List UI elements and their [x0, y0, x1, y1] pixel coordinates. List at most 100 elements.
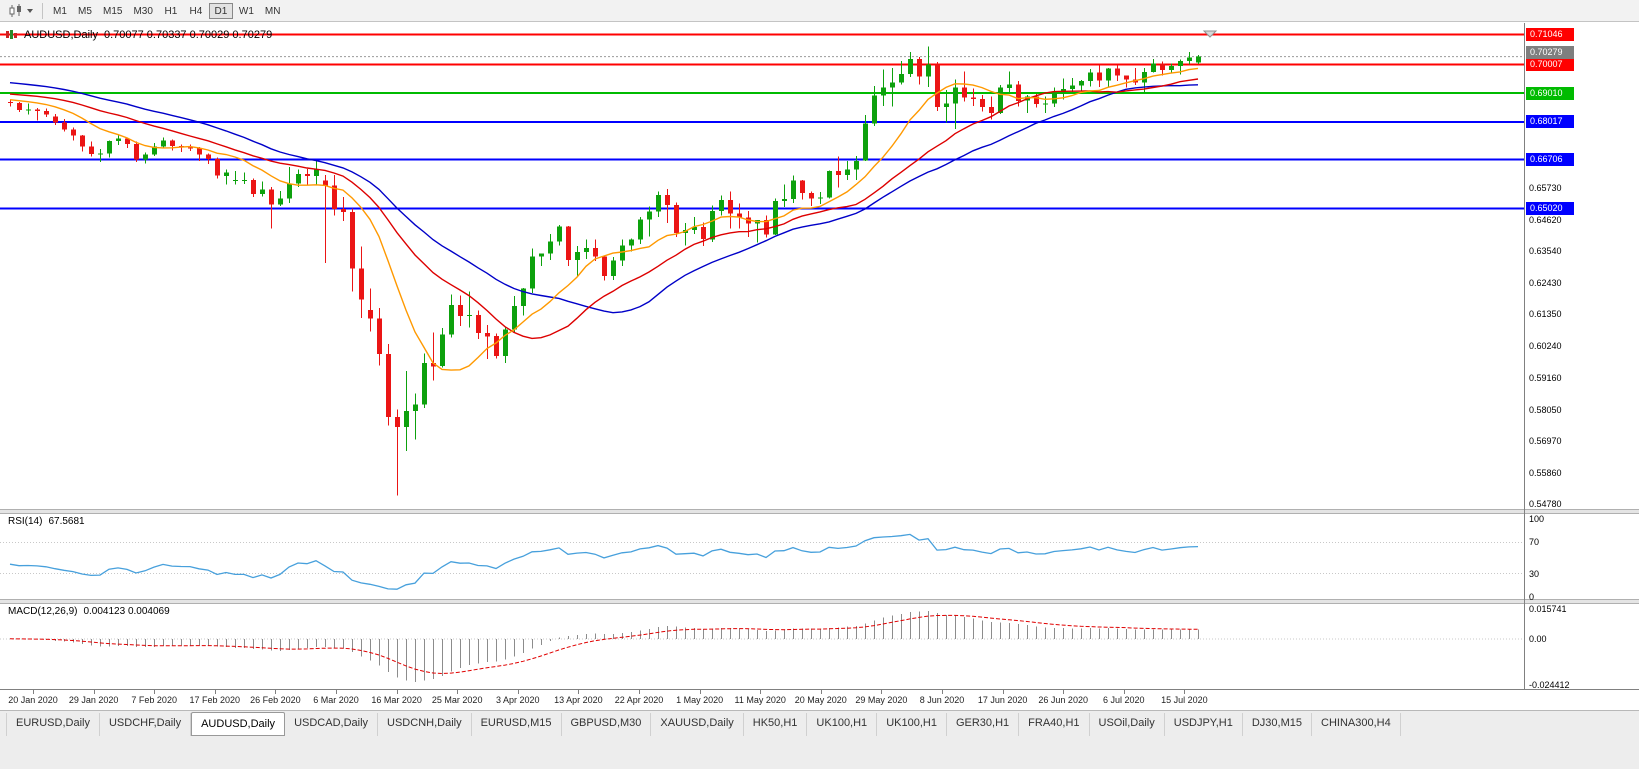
chart-tab-usdchf-daily[interactable]: USDCHF,Daily: [100, 713, 192, 736]
bear-candle: [332, 185, 337, 209]
chart-type-selector[interactable]: [4, 3, 37, 18]
chart-tab-audusd-daily[interactable]: AUDUSD,Daily: [191, 712, 286, 736]
bull-candle: [287, 183, 292, 199]
bear-candle: [71, 129, 76, 136]
time-tick: [33, 690, 34, 694]
bull-candle: [827, 170, 832, 198]
time-axis-label: 17 Feb 2020: [189, 695, 241, 705]
bear-candle: [386, 353, 391, 417]
rsi-chart-canvas[interactable]: [0, 513, 1639, 600]
chart-shift-marker[interactable]: [1202, 30, 1218, 38]
bull-candle: [773, 201, 778, 235]
bull-candle: [1043, 103, 1048, 105]
time-tick: [578, 690, 580, 694]
bull-candle: [521, 288, 526, 307]
bull-candle: [782, 199, 787, 202]
bull-candle: [575, 252, 580, 261]
chart-tab-ger30-h1[interactable]: GER30,H1: [947, 713, 1020, 736]
bear-candle: [836, 170, 841, 175]
time-tick: [699, 690, 701, 694]
chart-symbol-label: AUDUSD,Daily: [24, 29, 98, 41]
bear-candle: [764, 219, 769, 235]
chart-window-icon: [6, 30, 17, 39]
price-chart-canvas[interactable]: [0, 28, 1639, 510]
chart-tab-hk50-h1[interactable]: HK50,H1: [744, 713, 808, 736]
time-axis-label: 25 Mar 2020: [431, 695, 483, 705]
bear-candle: [1097, 72, 1102, 81]
bull-candle: [818, 197, 823, 199]
bull-candle: [467, 314, 472, 316]
chart-tab-xauusd-daily[interactable]: XAUUSD,Daily: [651, 713, 744, 736]
timeframe-button-h4[interactable]: H4: [189, 5, 203, 17]
bull-candle: [1187, 57, 1192, 61]
chart-tab-usdjpy-h1[interactable]: USDJPY,H1: [1165, 713, 1243, 736]
bear-candle: [35, 109, 40, 112]
bear-candle: [1115, 68, 1120, 76]
toolbar-separator: [42, 2, 43, 19]
bear-candle: [476, 314, 481, 334]
bear-candle: [701, 227, 706, 240]
chart-tab-gbpusd-m30[interactable]: GBPUSD,M30: [562, 713, 652, 736]
bull-candle: [152, 146, 157, 155]
chart-tab-usdcnh-daily[interactable]: USDCNH,Daily: [378, 713, 472, 736]
timeframe-button-m30[interactable]: M30: [133, 5, 153, 17]
bear-candle: [350, 211, 355, 269]
bear-candle: [674, 205, 679, 233]
bear-candle: [80, 135, 85, 147]
time-tick: [881, 690, 883, 694]
panel-separator[interactable]: [0, 509, 1639, 514]
timeframe-button-w1[interactable]: W1: [238, 5, 254, 17]
bear-candle: [62, 122, 67, 130]
bear-candle: [800, 180, 805, 193]
chart-tab-fra40-h1[interactable]: FRA40,H1: [1019, 713, 1090, 736]
time-tick: [517, 690, 519, 694]
chart-tab-china300-h4[interactable]: CHINA300,H4: [1312, 713, 1401, 736]
timeframe-button-m1[interactable]: M1: [53, 5, 67, 17]
timeframe-button-h1[interactable]: H1: [164, 5, 178, 17]
bear-candle: [935, 64, 940, 107]
bear-candle: [737, 213, 742, 218]
candlestick-chart-icon: [9, 3, 21, 17]
bull-candle: [872, 95, 877, 124]
timeframe-button-d1[interactable]: D1: [208, 2, 233, 19]
timeframe-button-m5[interactable]: M5: [78, 5, 92, 17]
chart-tab-eurusd-daily[interactable]: EURUSD,Daily: [6, 713, 100, 736]
panel-separator[interactable]: [0, 599, 1639, 604]
bull-candle: [314, 168, 319, 176]
time-tick: [396, 690, 398, 694]
bear-candle: [728, 200, 733, 214]
bear-candle: [305, 173, 310, 177]
macd-chart-canvas[interactable]: [0, 603, 1639, 689]
chart-tab-usoil-daily[interactable]: USOil,Daily: [1090, 713, 1165, 736]
macd-name: MACD(12,26,9): [8, 606, 78, 617]
bull-candle: [944, 103, 949, 107]
chart-tab-eurusd-m15[interactable]: EURUSD,M15: [472, 713, 562, 736]
chart-tab-dj30-m15[interactable]: DJ30,M15: [1243, 713, 1312, 736]
time-axis-label: 13 Apr 2020: [554, 695, 603, 705]
bull-candle: [584, 247, 589, 252]
chart-ohlc-values: 0.70077 0.70337 0.70029 0.70279: [103, 29, 273, 41]
time-axis[interactable]: 20 Jan 2020 29 Jan 2020 7 Feb 2020 17 Feb 2…: [0, 689, 1639, 710]
time-axis-label: 11 May 2020: [734, 695, 786, 705]
chart-tab-usdcad-daily[interactable]: USDCAD,Daily: [285, 713, 379, 736]
chart-tab-uk100-h1[interactable]: UK100,H1: [807, 713, 878, 736]
bull-candle: [1106, 68, 1111, 81]
timeframe-buttons: M1 M5 M15 M30 H1 H4 D1 W1 MN: [48, 2, 285, 19]
time-axis-label: 6 Mar 2020: [313, 695, 359, 705]
chart-tabs-bar: EURUSD,Daily USDCHF,Daily AUDUSD,Daily USDC…: [0, 710, 1639, 769]
chart-tab-uk100-h1[interactable]: UK100,H1: [877, 713, 947, 736]
bull-candle: [557, 226, 562, 242]
bear-candle: [962, 87, 967, 98]
timeframe-button-mn[interactable]: MN: [264, 5, 281, 17]
bear-candle: [44, 111, 49, 115]
timeframe-button-m15[interactable]: M15: [103, 5, 123, 17]
bear-candle: [251, 179, 256, 195]
bull-candle: [503, 329, 508, 357]
bull-candle: [647, 211, 652, 220]
bear-candle: [1016, 84, 1021, 101]
bear-candle: [917, 59, 922, 77]
bull-candle: [116, 138, 121, 142]
time-tick: [336, 690, 337, 694]
bull-candle: [710, 211, 715, 240]
time-axis-label: 17 Jun 2020: [977, 695, 1028, 705]
